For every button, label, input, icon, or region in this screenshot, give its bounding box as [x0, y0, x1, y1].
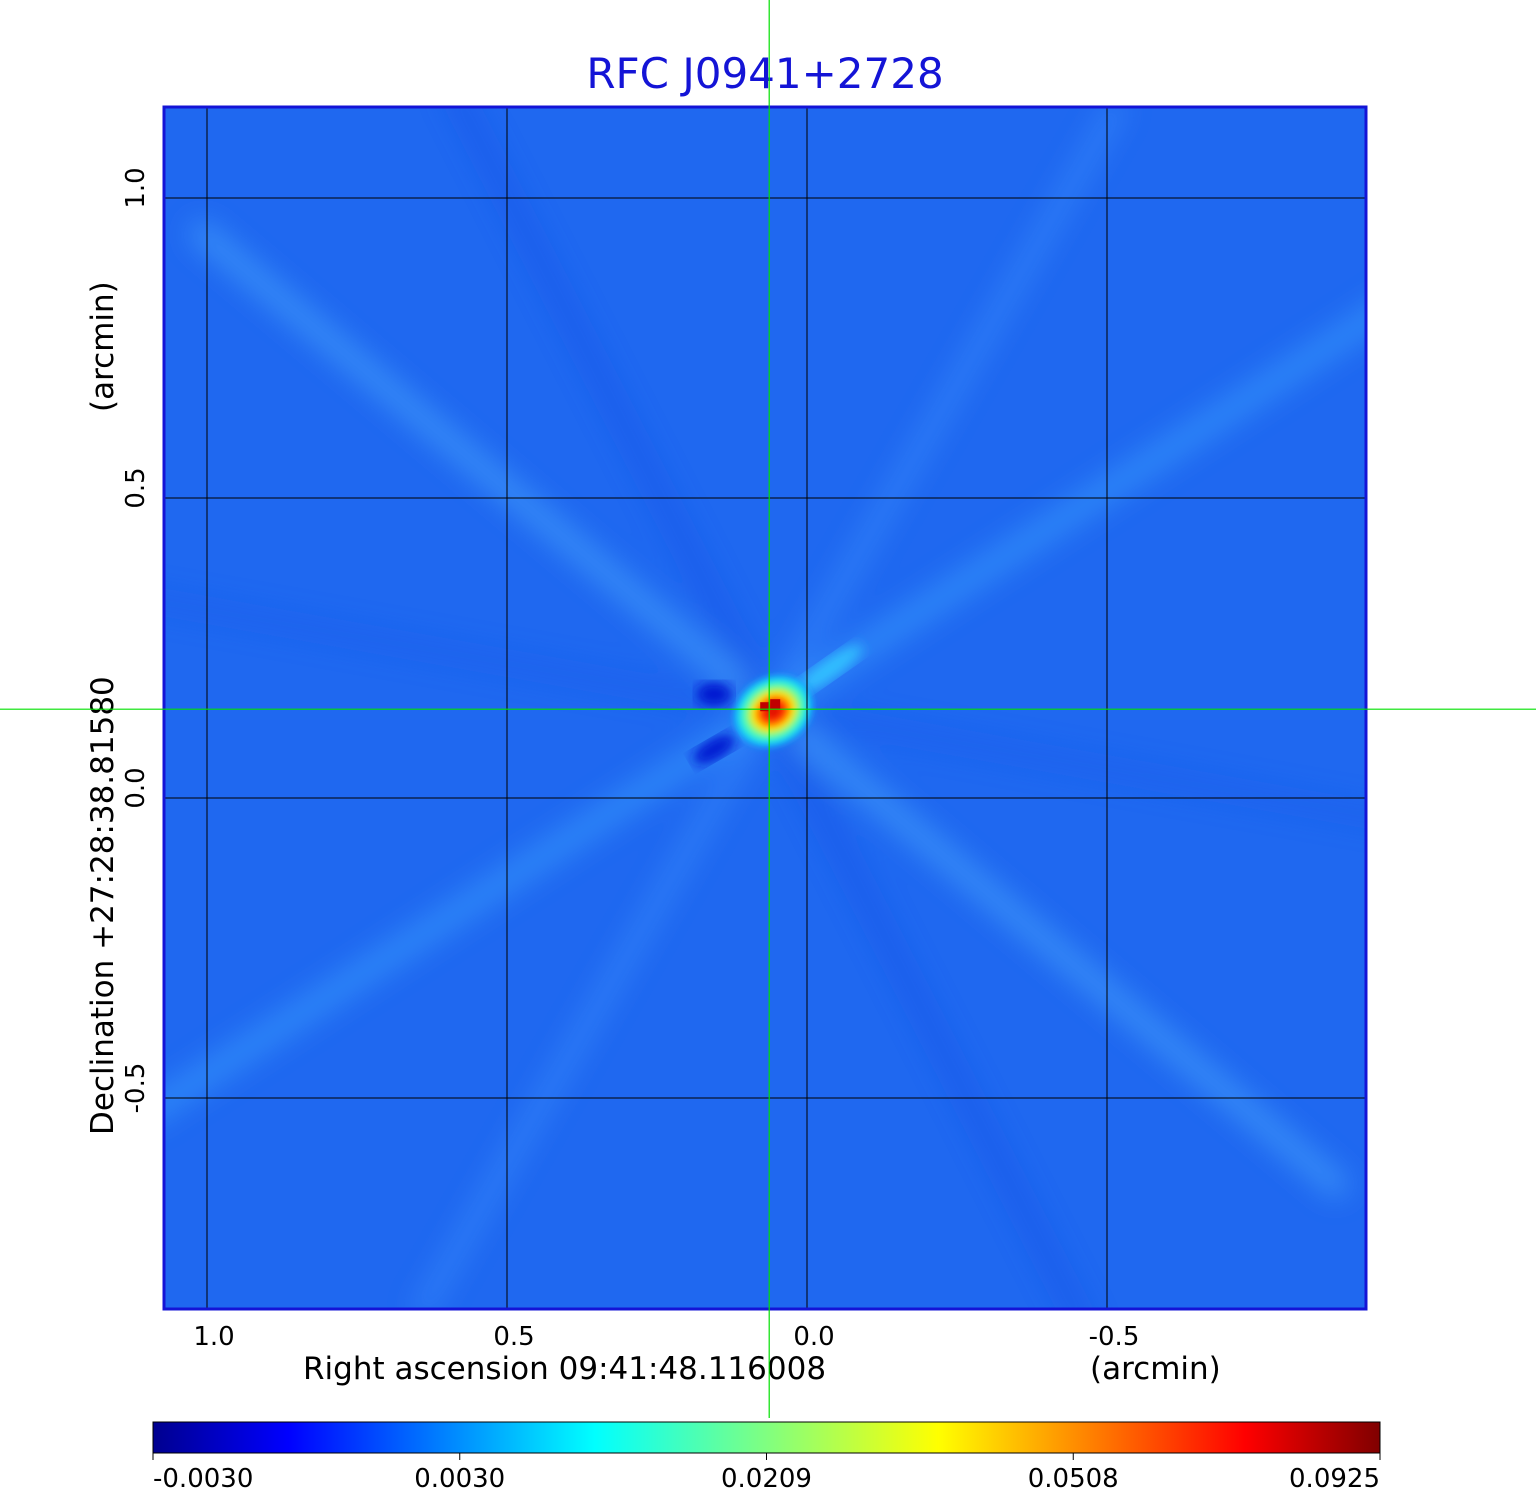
chart-title: RFC J0941+2728	[586, 49, 943, 98]
jet-lobe	[795, 644, 863, 694]
plot-frame	[162, 105, 1368, 1311]
y-axis-unit: (arcmin)	[85, 281, 121, 412]
x-axis-label: Right ascension 09:41:48.116008	[303, 1351, 826, 1387]
x-tick-label: 0.5	[493, 1322, 534, 1352]
colorbar-tick-label: 0.0030	[414, 1464, 505, 1494]
colorbar-tick-label: 0.0925	[1289, 1464, 1380, 1494]
x-tick-label: 1.0	[193, 1322, 234, 1352]
y-tick-label: 0.0	[121, 767, 151, 808]
y-axis-label: Declination +27:28:38.81580	[85, 676, 121, 1135]
image-field	[165, 108, 1365, 1308]
colorbar-tick-label: 0.0508	[1028, 1464, 1119, 1494]
y-tick-label: -0.5	[121, 1063, 151, 1114]
x-tick-label: -0.5	[1089, 1322, 1140, 1352]
y-tick-labels: 1.0 0.5 0.0 -0.5	[121, 167, 151, 1113]
negative-lobe	[696, 682, 733, 707]
x-axis-unit: (arcmin)	[1090, 1351, 1221, 1387]
x-tick-label: 0.0	[793, 1322, 834, 1352]
negative-lobe	[692, 734, 736, 764]
source-peak	[729, 671, 818, 752]
peak-pixel	[760, 702, 770, 712]
crosshair	[0, 0, 1536, 1418]
y-tick-label: 0.5	[121, 467, 151, 508]
colorbar-tick-label: -0.0030	[153, 1464, 253, 1494]
colorbar-tick-label: 0.0209	[721, 1464, 812, 1494]
colorbar	[152, 1421, 1381, 1454]
colorbar-tick-labels: -0.0030 0.0030 0.0209 0.0508 0.0925	[152, 1453, 1381, 1494]
y-tick-label: 1.0	[121, 167, 151, 208]
x-tick-labels: 1.0 0.5 0.0 -0.5	[193, 1322, 1139, 1352]
peak-pixel	[770, 699, 781, 710]
source-blob	[692, 644, 863, 764]
coordinate-grid	[165, 108, 1365, 1308]
